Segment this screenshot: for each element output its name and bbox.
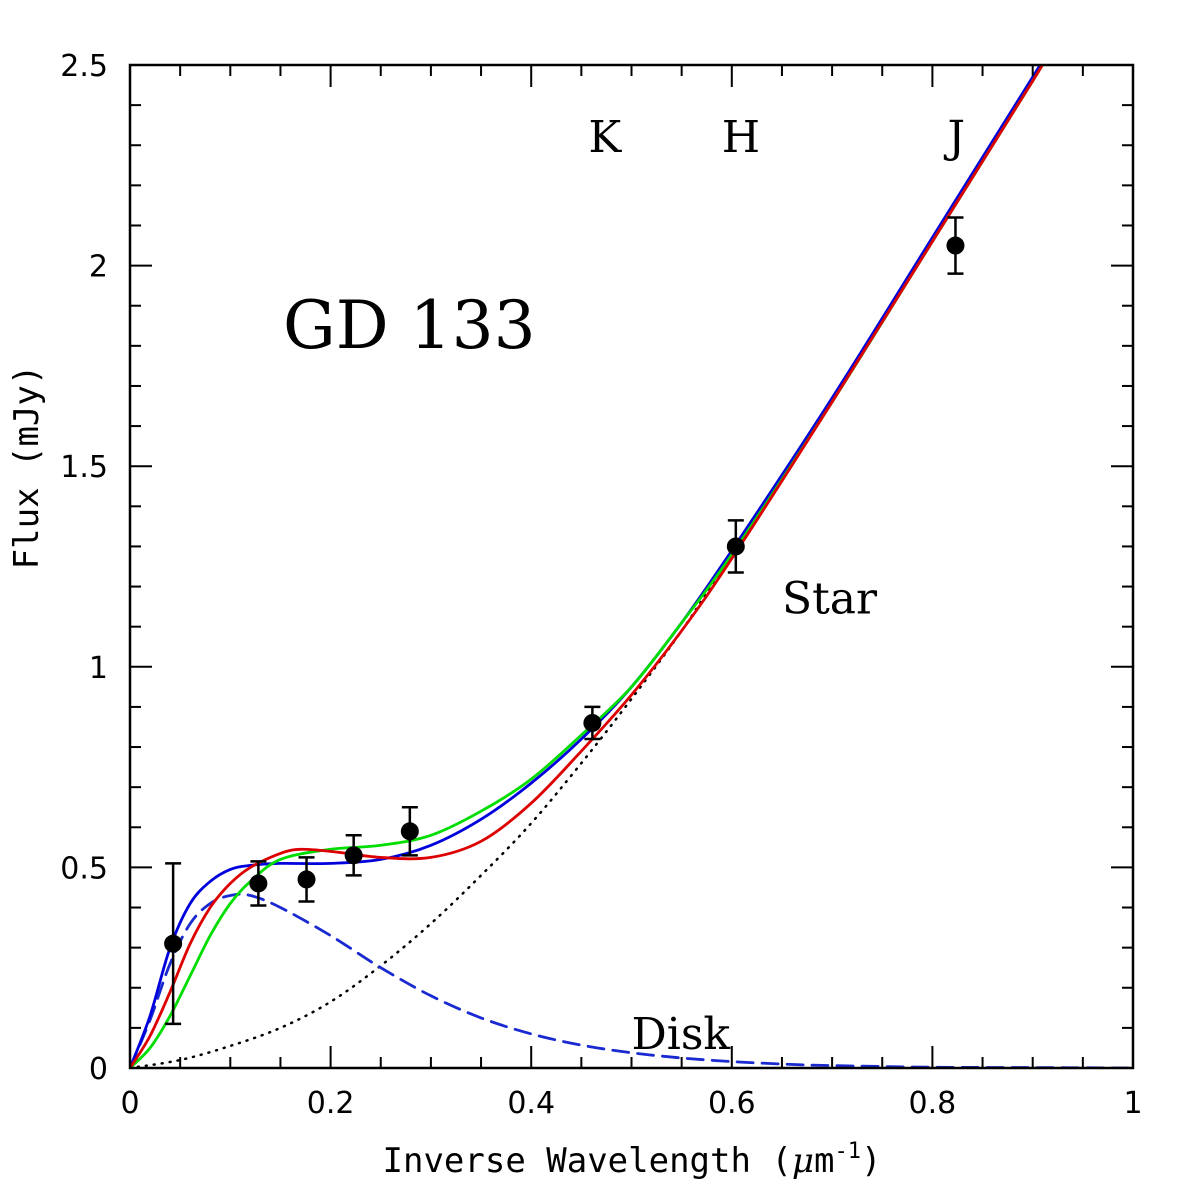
data-marker	[344, 846, 363, 865]
x-tick-label: 0	[120, 1086, 139, 1121]
band-label-K: K	[588, 112, 622, 163]
data-point-2	[297, 856, 316, 903]
data-point-6	[726, 519, 745, 574]
data-point-0	[164, 862, 183, 1026]
y-tick-label: 1	[89, 651, 108, 686]
x-axis-label-mu: μ	[792, 1141, 814, 1181]
plot-layer	[130, 65, 1133, 1068]
data-marker	[249, 874, 268, 893]
data-marker	[164, 934, 183, 953]
x-tick-label: 0.6	[708, 1086, 756, 1121]
y-tick-label: 2	[89, 250, 108, 285]
fit-line-green	[130, 65, 1045, 1068]
ticks-layer	[129, 64, 1134, 1069]
labels-layer: 0 0.2 0.4 0.6 0.8 1 0 0.5 1 1.5 2 2.5 K H J Star Disk	[60, 49, 1142, 1121]
data-marker	[583, 713, 602, 732]
data-point-4	[400, 805, 419, 857]
x-axis-label-unit: m	[814, 1141, 834, 1181]
y-axis-label: Flux (mJy)	[7, 365, 47, 570]
x-axis-label-main: Inverse Wavelength (	[383, 1141, 792, 1181]
x-axis-label-exp: -1	[835, 1139, 862, 1164]
x-tick-label: 0.2	[307, 1086, 355, 1121]
fit-line-red	[130, 65, 1045, 1068]
annotation-disk: Disk	[632, 1009, 731, 1060]
x-tick-label: 0.4	[507, 1086, 555, 1121]
y-tick-label: 2.5	[60, 49, 108, 84]
band-label-H: H	[722, 112, 760, 163]
y-tick-label: 1.5	[60, 450, 108, 485]
fit-line-blue	[130, 65, 1042, 1068]
data-marker	[297, 870, 316, 889]
data-point-5	[583, 705, 602, 741]
data-marker	[726, 537, 745, 556]
chart-title: GD 133	[283, 287, 536, 364]
annotation-star: Star	[782, 574, 878, 625]
plot-frame	[128, 63, 1135, 1070]
y-tick-label: 0	[89, 1052, 108, 1087]
y-tick-label: 0.5	[60, 851, 108, 886]
x-tick-label: 0.8	[909, 1086, 957, 1121]
data-point-1	[249, 860, 268, 907]
x-axis-label: Inverse Wavelength (μm-1)	[383, 1139, 882, 1181]
data-point-7	[946, 216, 965, 275]
data-marker	[400, 822, 419, 841]
x-tick-label: 1	[1123, 1086, 1142, 1121]
disk-model-dashed-line	[130, 892, 1133, 1068]
data-point-3	[344, 834, 363, 877]
star-model-dotted-line	[130, 396, 834, 1068]
x-axis-label-close: )	[861, 1141, 881, 1181]
data-marker	[946, 236, 965, 255]
band-label-J: J	[943, 112, 965, 163]
curves-group	[130, 65, 1133, 1068]
